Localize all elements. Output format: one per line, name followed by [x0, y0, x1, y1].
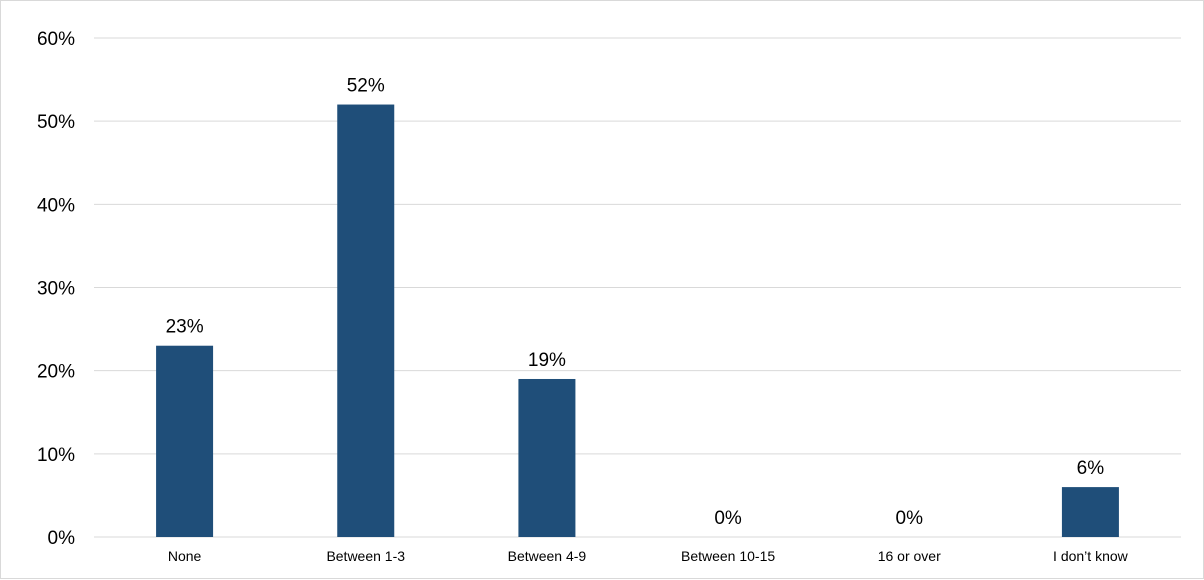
bar — [337, 104, 395, 538]
y-tick-label: 0% — [48, 528, 76, 549]
x-tick-label: Between 4-9 — [508, 548, 587, 564]
data-label: 19% — [528, 350, 566, 371]
y-tick-label: 40% — [37, 195, 75, 216]
bars — [156, 104, 1119, 538]
y-tick-label: 20% — [37, 362, 75, 383]
y-axis-tick-labels: 0% 10% 20% 30% 40% 50% 60% — [37, 29, 75, 549]
y-tick-label: 60% — [37, 29, 75, 50]
x-axis-tick-labels: None Between 1-3 Between 4-9 Between 10-15 1… — [168, 548, 1129, 564]
data-label: 0% — [896, 508, 924, 529]
bar — [1061, 487, 1119, 537]
y-tick-label: 10% — [37, 445, 75, 466]
y-tick-label: 50% — [37, 112, 75, 133]
gridlines — [94, 37, 1181, 538]
bar — [518, 378, 576, 537]
x-tick-label: Between 10-15 — [681, 548, 775, 564]
data-label: 23% — [166, 317, 204, 338]
data-label: 52% — [347, 76, 385, 97]
bar — [156, 345, 214, 537]
x-tick-label: I don’t know — [1053, 548, 1129, 564]
data-label: 0% — [714, 508, 742, 529]
y-tick-label: 30% — [37, 279, 75, 300]
data-labels: 23% 52% 19% 0% 0% 6% — [166, 76, 1105, 529]
data-label: 6% — [1077, 458, 1105, 479]
x-tick-label: Between 1-3 — [326, 548, 405, 564]
x-tick-label: 16 or over — [878, 548, 941, 564]
x-tick-label: None — [168, 548, 202, 564]
